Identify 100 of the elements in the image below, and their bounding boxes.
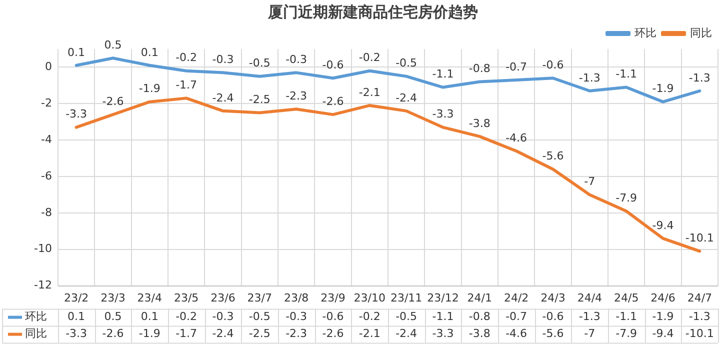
data-label: -2.5 xyxy=(248,327,270,340)
x-tick-label: 24/4 xyxy=(577,291,602,304)
annotation: -2.4 xyxy=(396,91,418,104)
data-label: -2.1 xyxy=(358,327,380,340)
data-label: -3.3 xyxy=(432,327,454,340)
data-label: -2.6 xyxy=(322,327,344,340)
legend-label: 环比 xyxy=(634,26,656,40)
data-label: -2.6 xyxy=(102,327,124,340)
data-label: -0.2 xyxy=(358,310,380,324)
annotation: -1.1 xyxy=(432,68,454,81)
data-label: -0.2 xyxy=(176,310,198,324)
data-label: 0.5 xyxy=(104,310,122,324)
data-label: -1.3 xyxy=(578,310,600,324)
x-tick-label: 23/6 xyxy=(210,291,236,304)
annotation: -0.3 xyxy=(286,53,308,66)
x-tick-label: 24/7 xyxy=(687,291,712,304)
annotation: -2.3 xyxy=(286,89,308,102)
data-label: -7.9 xyxy=(616,327,638,340)
annotation: -10.1 xyxy=(685,232,714,245)
annotation: -2.6 xyxy=(322,94,344,108)
annotation: -0.3 xyxy=(212,53,234,66)
chart-title: 厦门近期新建商品住宅房价趋势 xyxy=(267,2,478,21)
annotation: -2.1 xyxy=(358,86,380,99)
annotation: -1.3 xyxy=(688,71,710,84)
legend-label: 同比 xyxy=(690,26,712,40)
x-tick-label: 23/7 xyxy=(247,291,272,304)
annotation: 0.1 xyxy=(68,46,86,59)
x-tick-label: 23/11 xyxy=(390,291,422,304)
data-label: -0.8 xyxy=(468,310,490,324)
data-label: -1.1 xyxy=(432,310,454,324)
data-label: -10.1 xyxy=(685,327,714,340)
x-tick-label: 23/12 xyxy=(427,291,459,304)
text: 环比 xyxy=(25,310,47,324)
annotation: -0.2 xyxy=(358,51,380,64)
x-tick-label: 24/5 xyxy=(614,291,639,304)
data-label: -7 xyxy=(584,327,596,340)
annotation: -0.6 xyxy=(322,58,344,72)
data-label: -0.3 xyxy=(212,310,234,324)
data-label: -1.3 xyxy=(688,310,710,324)
annotation: -7 xyxy=(584,175,596,188)
data-label: -2.3 xyxy=(286,327,308,340)
data-label: 0.1 xyxy=(68,310,86,324)
annotation: -9.4 xyxy=(652,218,674,232)
annotation: -1.9 xyxy=(138,82,160,96)
annotation: -0.8 xyxy=(468,62,490,76)
data-label: -3.3 xyxy=(66,327,88,340)
data-label: -0.6 xyxy=(542,310,564,324)
annotation: -3.8 xyxy=(468,116,490,130)
data-label: -2.4 xyxy=(212,327,234,340)
data-label: -5.6 xyxy=(542,327,564,340)
x-tick-label: 23/5 xyxy=(174,291,199,304)
data-label: -3.8 xyxy=(468,327,490,340)
annotation: 0.1 xyxy=(140,46,158,59)
x-tick-label: 23/8 xyxy=(284,291,309,304)
y-tick-label: -2 xyxy=(41,96,52,110)
annotation: -2.6 xyxy=(102,94,124,108)
annotation: -1.3 xyxy=(578,71,600,84)
x-tick-label: 24/1 xyxy=(467,291,492,304)
y-tick-label: -12 xyxy=(34,278,52,292)
annotation: -7.9 xyxy=(616,191,638,204)
data-label: -9.4 xyxy=(652,327,674,340)
annotation: -4.6 xyxy=(506,131,528,144)
annotation: -1.7 xyxy=(176,78,198,92)
x-tick-label: 23/3 xyxy=(100,291,126,304)
data-label: 0.1 xyxy=(140,310,158,324)
text: 同比 xyxy=(25,327,47,340)
y-tick-label: 0 xyxy=(44,60,52,74)
y-tick-label: -6 xyxy=(41,169,52,182)
annotation: -0.6 xyxy=(542,58,564,72)
annotation: -1.1 xyxy=(616,68,638,81)
annotation: -3.3 xyxy=(66,108,88,121)
data-label: -1.7 xyxy=(176,327,198,340)
x-tick-label: 24/2 xyxy=(504,291,529,304)
data-label: -1.1 xyxy=(616,310,638,324)
x-tick-label: 24/3 xyxy=(540,291,566,304)
annotation: -0.5 xyxy=(396,56,418,70)
annotation: -0.7 xyxy=(506,60,528,74)
x-tick-label: 24/6 xyxy=(650,291,676,304)
annotation: -0.5 xyxy=(248,56,270,70)
data-label: -2.4 xyxy=(396,327,418,340)
annotation: 0.5 xyxy=(104,38,122,52)
data-label: -4.6 xyxy=(506,327,528,340)
data-label: -1.9 xyxy=(138,327,160,340)
y-tick-label: -10 xyxy=(34,242,52,256)
data-label: -0.3 xyxy=(286,310,308,324)
y-tick-label: -8 xyxy=(41,206,52,219)
data-label: -0.5 xyxy=(248,310,270,324)
annotation: -0.2 xyxy=(176,51,198,64)
x-tick-label: 23/4 xyxy=(137,291,162,304)
annotation: -5.6 xyxy=(542,150,564,163)
data-label: -0.6 xyxy=(322,310,344,324)
x-tick-label: 23/2 xyxy=(64,291,89,304)
annotation: -1.9 xyxy=(652,82,674,96)
x-tick-label: 23/9 xyxy=(320,291,346,304)
data-label: -1.9 xyxy=(652,310,674,324)
y-tick-label: -4 xyxy=(41,132,52,146)
annotation: -2.4 xyxy=(212,91,234,104)
annotation: -3.3 xyxy=(432,108,454,121)
annotation: -2.5 xyxy=(248,93,270,106)
x-tick-label: 23/10 xyxy=(354,291,386,304)
